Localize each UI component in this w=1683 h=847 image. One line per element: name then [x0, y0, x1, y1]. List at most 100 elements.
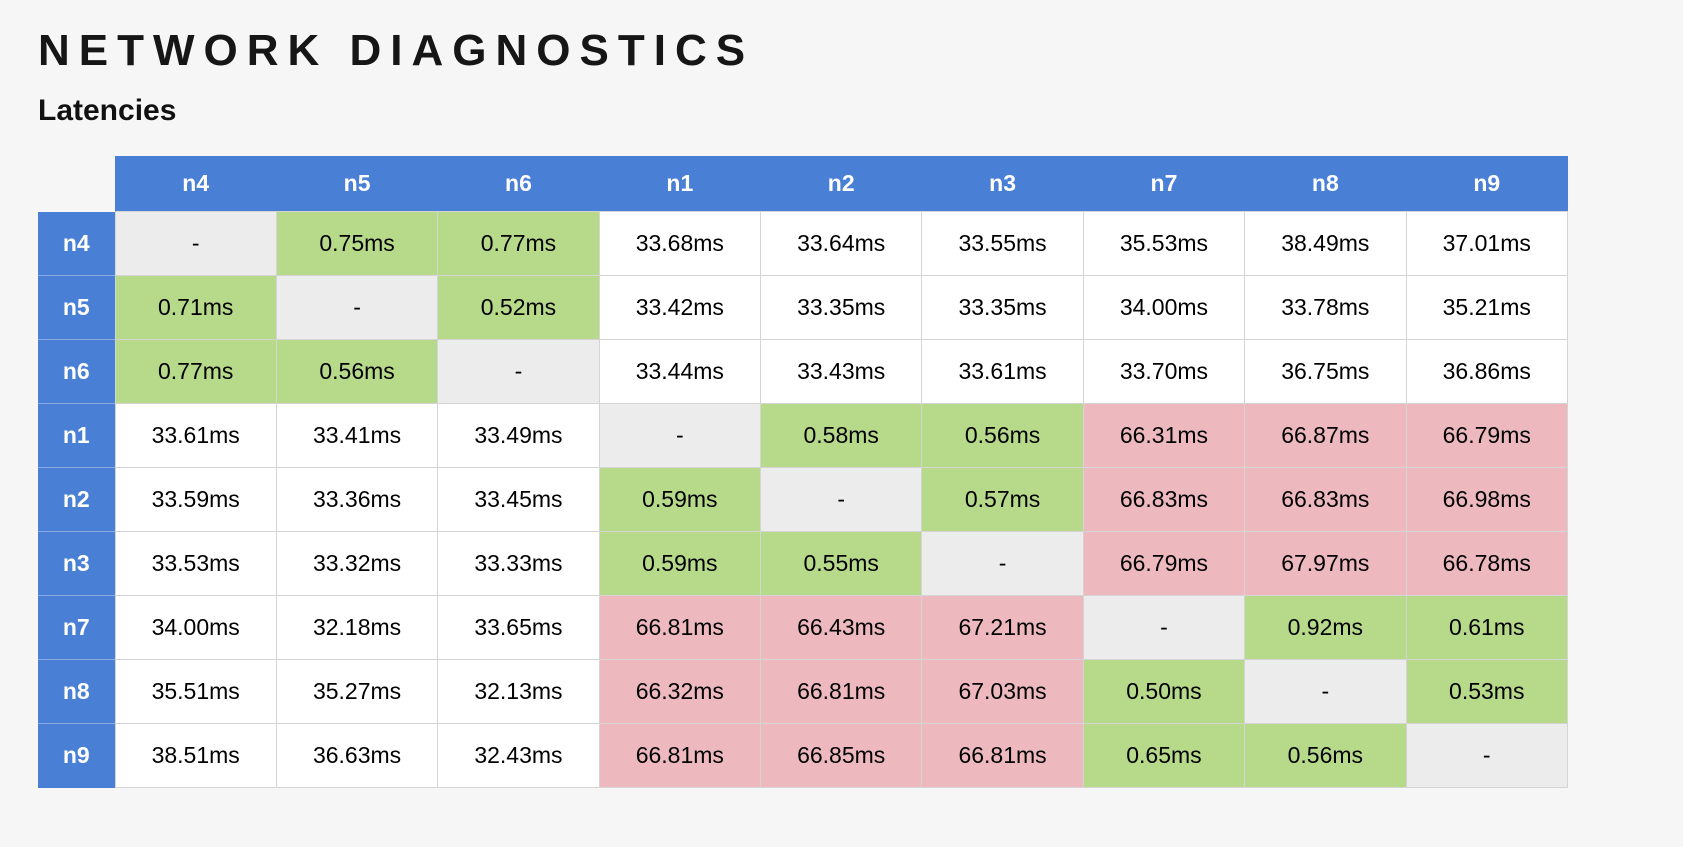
latency-cell-n1-n7: 66.31ms	[1082, 403, 1246, 468]
corner-cell	[38, 156, 115, 212]
latency-cell-n6-n7: 33.70ms	[1082, 339, 1246, 404]
latency-cell-n3-n3: -	[921, 531, 1084, 596]
latency-cell-n1-n1: -	[598, 403, 762, 468]
latency-cell-n4-n5: 0.75ms	[275, 211, 439, 276]
table-row-n1: n1 33.61ms 33.41ms 33.49ms -0.58ms 0.56ms 66.3…	[38, 403, 1568, 468]
latency-cell-n3-n2: 0.55ms	[759, 531, 923, 596]
latency-table-body: n4-0.75ms 0.77ms 33.68ms 33.64ms 33.55ms 35.5…	[38, 211, 1568, 788]
latency-cell-n7-n8: 0.92ms	[1244, 595, 1407, 660]
table-row-n5: n5 0.71ms -0.52ms 33.42ms 33.35ms 33.35ms 34.0…	[38, 275, 1568, 340]
latency-cell-n8-n1: 66.32ms	[598, 659, 762, 724]
latency-cell-n2-n4: 33.59ms	[114, 467, 277, 532]
page-subtitle: Latencies	[38, 94, 177, 127]
latency-cell-n5-n4: 0.71ms	[114, 275, 277, 340]
latency-cell-n8-n2: 66.81ms	[759, 659, 923, 724]
latency-cell-n6-n4: 0.77ms	[114, 339, 277, 404]
table-row-n2: n2 33.59ms 33.36ms 33.45ms 0.59ms -0.57ms 66.8…	[38, 467, 1568, 532]
latency-cell-n8-n5: 35.27ms	[275, 659, 439, 724]
row-header-n1: n1	[38, 403, 115, 468]
latency-cell-n4-n7: 35.53ms	[1082, 211, 1246, 276]
column-header-row: n4 n5 n6 n1 n2 n3 n7 n8 n9	[38, 156, 1568, 212]
latency-cell-n3-n6: 33.33ms	[437, 531, 600, 596]
latency-cell-n5-n9: 35.21ms	[1405, 275, 1568, 340]
latency-cell-n1-n6: 33.49ms	[437, 403, 600, 468]
row-header-n5: n5	[38, 275, 115, 340]
latency-cell-n6-n2: 33.43ms	[759, 339, 923, 404]
latency-cell-n6-n6: -	[437, 339, 600, 404]
column-header-n7: n7	[1083, 156, 1245, 212]
latency-cell-n8-n4: 35.51ms	[114, 659, 277, 724]
column-header-n4: n4	[115, 156, 277, 212]
latency-cell-n1-n5: 33.41ms	[275, 403, 439, 468]
latency-cell-n7-n1: 66.81ms	[598, 595, 762, 660]
latency-cell-n2-n8: 66.83ms	[1244, 467, 1407, 532]
latency-cell-n9-n1: 66.81ms	[598, 723, 762, 788]
latency-cell-n6-n8: 36.75ms	[1244, 339, 1407, 404]
column-header-n3: n3	[921, 156, 1084, 212]
latency-cell-n8-n6: 32.13ms	[437, 659, 600, 724]
latency-cell-n1-n2: 0.58ms	[759, 403, 923, 468]
column-header-n1: n1	[599, 156, 761, 212]
latency-cell-n8-n3: 67.03ms	[921, 659, 1084, 724]
latency-cell-n7-n7: -	[1082, 595, 1246, 660]
latency-cell-n2-n5: 33.36ms	[275, 467, 439, 532]
column-header-n9: n9	[1406, 156, 1568, 212]
latency-cell-n5-n3: 33.35ms	[921, 275, 1084, 340]
latency-cell-n6-n5: 0.56ms	[275, 339, 439, 404]
latency-cell-n7-n5: 32.18ms	[275, 595, 439, 660]
latency-cell-n4-n4: -	[114, 211, 277, 276]
latency-cell-n3-n1: 0.59ms	[598, 531, 762, 596]
latency-cell-n6-n1: 33.44ms	[598, 339, 762, 404]
latency-cell-n2-n2: -	[759, 467, 923, 532]
column-header-n6: n6	[437, 156, 600, 212]
latency-cell-n4-n9: 37.01ms	[1405, 211, 1568, 276]
latency-cell-n5-n2: 33.35ms	[759, 275, 923, 340]
latency-cell-n2-n1: 0.59ms	[598, 467, 762, 532]
latency-cell-n4-n2: 33.64ms	[759, 211, 923, 276]
latency-cell-n3-n4: 33.53ms	[114, 531, 277, 596]
latency-cell-n8-n9: 0.53ms	[1405, 659, 1568, 724]
latency-cell-n2-n3: 0.57ms	[921, 467, 1084, 532]
latency-cell-n9-n6: 32.43ms	[437, 723, 600, 788]
latency-cell-n7-n6: 33.65ms	[437, 595, 600, 660]
latency-cell-n1-n9: 66.79ms	[1405, 403, 1568, 468]
latency-cell-n9-n3: 66.81ms	[921, 723, 1084, 788]
latency-cell-n4-n3: 33.55ms	[921, 211, 1084, 276]
row-header-n2: n2	[38, 467, 115, 532]
row-header-n3: n3	[38, 531, 115, 596]
latency-table: n4 n5 n6 n1 n2 n3 n7 n8 n9 n4-0.75ms 0.77ms 33.68m…	[38, 156, 1568, 788]
page-title: NETWORK DIAGNOSTICS	[38, 26, 755, 75]
latency-cell-n7-n9: 0.61ms	[1405, 595, 1568, 660]
latency-cell-n9-n9: -	[1405, 723, 1568, 788]
row-header-n6: n6	[38, 339, 115, 404]
latency-cell-n5-n5: -	[275, 275, 439, 340]
table-row-n8: n8 35.51ms 35.27ms 32.13ms 66.32ms 66.81ms 67.…	[38, 659, 1568, 724]
latency-cell-n9-n2: 66.85ms	[759, 723, 923, 788]
column-header-n5: n5	[276, 156, 438, 212]
latency-cell-n2-n9: 66.98ms	[1405, 467, 1568, 532]
latency-cell-n3-n5: 33.32ms	[275, 531, 439, 596]
latency-cell-n2-n6: 33.45ms	[437, 467, 600, 532]
latency-cell-n6-n9: 36.86ms	[1405, 339, 1568, 404]
latency-cell-n9-n5: 36.63ms	[275, 723, 439, 788]
table-row-n7: n7 34.00ms 32.18ms 33.65ms 66.81ms 66.43ms 67.…	[38, 595, 1568, 660]
latency-cell-n4-n8: 38.49ms	[1244, 211, 1407, 276]
latency-cell-n3-n7: 66.79ms	[1082, 531, 1246, 596]
latency-cell-n5-n6: 0.52ms	[437, 275, 600, 340]
row-header-n9: n9	[38, 723, 115, 788]
table-row-n3: n3 33.53ms 33.32ms 33.33ms 0.59ms 0.55ms -66.7…	[38, 531, 1568, 596]
latency-cell-n7-n2: 66.43ms	[759, 595, 923, 660]
table-row-n6: n6 0.77ms 0.56ms -33.44ms 33.43ms 33.61ms 33.7…	[38, 339, 1568, 404]
latency-cell-n7-n4: 34.00ms	[114, 595, 277, 660]
latency-cell-n5-n7: 34.00ms	[1082, 275, 1246, 340]
latency-cell-n2-n7: 66.83ms	[1082, 467, 1246, 532]
page: NETWORK DIAGNOSTICS Latencies n4 n5 n6 n1 n2…	[38, 26, 1568, 788]
latency-cell-n3-n9: 66.78ms	[1405, 531, 1568, 596]
latency-cell-n1-n8: 66.87ms	[1244, 403, 1407, 468]
latency-cell-n1-n4: 33.61ms	[114, 403, 277, 468]
latency-cell-n9-n7: 0.65ms	[1082, 723, 1246, 788]
latency-cell-n8-n7: 0.50ms	[1082, 659, 1246, 724]
column-header-n2: n2	[760, 156, 922, 212]
latency-cell-n5-n8: 33.78ms	[1244, 275, 1407, 340]
latency-cell-n5-n1: 33.42ms	[598, 275, 762, 340]
